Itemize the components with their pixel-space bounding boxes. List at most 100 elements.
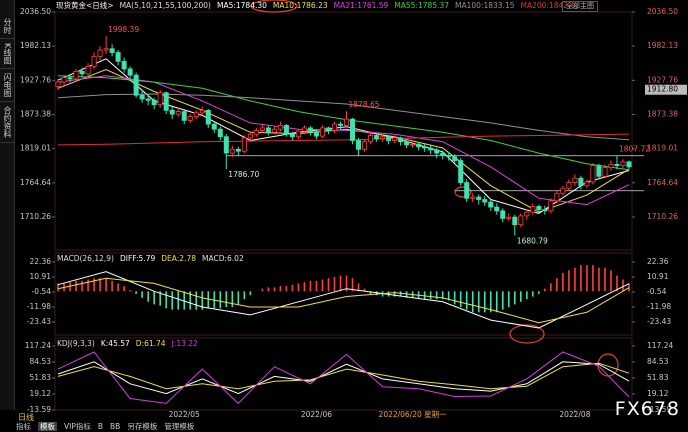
candle-body — [103, 48, 109, 51]
macd-bar — [616, 275, 618, 292]
macd-bar — [447, 291, 450, 301]
legend-item: MA1001833.15 — [455, 1, 514, 10]
candle-body — [422, 146, 428, 149]
tool-tab[interactable]: 管理模板 — [164, 422, 195, 431]
candle-body — [572, 177, 578, 183]
macd-bar — [123, 286, 125, 292]
candle-body — [380, 136, 386, 140]
candle-body — [85, 65, 91, 75]
macd-bar — [183, 291, 186, 310]
macd-bar — [129, 289, 131, 292]
candle-body — [229, 148, 235, 154]
macd-bar — [610, 270, 612, 292]
macd-bar — [231, 291, 234, 308]
candle-body — [512, 216, 518, 226]
macd-bar — [279, 286, 282, 292]
extreme-label: 1786.70 — [228, 170, 259, 179]
candle-body — [620, 161, 626, 167]
legend-name: MA200 — [520, 1, 547, 10]
legend-name: J — [171, 339, 174, 348]
macd-bar — [135, 291, 137, 294]
tool-tab[interactable]: 模板 — [38, 422, 57, 431]
y-tick-label: 1710.26 — [20, 212, 51, 221]
macd-bar — [261, 288, 264, 292]
watermark: FX678 — [614, 398, 680, 420]
candle-body — [506, 216, 512, 219]
menu[interactable]: 全部主图 — [562, 1, 598, 12]
side-tab[interactable]: 闪电图 — [0, 69, 14, 103]
candle-body — [133, 74, 139, 96]
candle-body — [337, 123, 343, 126]
legend-value: 45.57 — [106, 339, 130, 348]
macd-bar — [75, 280, 77, 292]
toolbar: 日线 指标 模板 VIP指标 B BB 另存模板 管理模板 — [0, 412, 688, 431]
macd-panel — [54, 252, 633, 336]
macd-bar — [471, 291, 474, 313]
candle-body — [524, 211, 530, 217]
macd-bar — [111, 280, 113, 292]
macd-bar — [393, 291, 396, 297]
macd-bar — [147, 291, 149, 302]
candle-body — [301, 127, 307, 132]
legend-item: DIFF5.79 — [120, 254, 155, 263]
macd-bar — [291, 284, 294, 292]
macd-bar — [285, 286, 288, 292]
candle-body — [566, 182, 572, 189]
candle-body — [109, 48, 115, 53]
y-tick-label: -11.98 — [647, 302, 671, 311]
side-tab[interactable]: 合约资料 — [0, 102, 14, 144]
tool-tab[interactable]: B — [97, 422, 104, 431]
candle-body — [530, 206, 536, 213]
macd-bar — [201, 291, 204, 310]
macd-bar — [177, 291, 180, 310]
candle-body — [235, 148, 241, 152]
line-series — [57, 58, 630, 214]
macd-bar — [315, 280, 318, 292]
period[interactable]: 日线 — [18, 413, 34, 422]
legend-item: J13.22 — [172, 339, 198, 348]
y-tick-label: 51.83 — [30, 373, 52, 382]
tool-tab[interactable]: VIP指标 — [64, 422, 91, 431]
macd-bar — [399, 291, 402, 297]
candle-body — [331, 123, 337, 131]
candle-body — [452, 156, 458, 161]
tool-tab[interactable]: 指标 — [16, 422, 31, 431]
y-tick-label: 1873.38 — [20, 109, 51, 118]
candle-body — [608, 163, 614, 168]
y-tick-label: -23.43 — [647, 317, 671, 326]
legend-name: MACD — [202, 254, 225, 263]
candle-body — [97, 49, 103, 57]
macd-bar — [207, 291, 210, 309]
candle-body — [217, 128, 223, 138]
main-panel — [54, 11, 633, 251]
extreme-label: 1878.65 — [349, 100, 380, 109]
candle-body — [205, 109, 211, 125]
line-series — [57, 93, 630, 141]
legend-value: 1833.15 — [481, 1, 515, 10]
candle-body — [356, 140, 362, 150]
macd-header: MACD(26,12,9) DIFF5.79 DEA2.78 MACD6.02 — [57, 254, 250, 264]
candle-body — [614, 163, 620, 167]
y-tick-label: 1819.01 — [20, 144, 51, 153]
cursor-date: 2022/06/20 星期一 — [379, 410, 448, 419]
side-tab[interactable]: 分时 — [0, 14, 14, 39]
legend-item: MA51784.30 — [217, 1, 267, 10]
candle-body — [548, 200, 554, 212]
line-series — [57, 271, 630, 329]
candle-body — [590, 165, 596, 183]
macd-bar — [171, 291, 174, 310]
macd-bar — [580, 265, 582, 292]
tool-tab[interactable]: 另存模板 — [127, 422, 158, 431]
candle-body — [482, 199, 488, 203]
legend-name: MA10 — [272, 1, 295, 10]
candle-body — [127, 68, 133, 76]
y-tick-label: 19.12 — [30, 389, 52, 398]
side-tab[interactable]: K线图 — [0, 39, 14, 70]
legend-value: 5.79 — [136, 254, 155, 263]
y-tick-label: 1927.76 — [20, 75, 51, 84]
highlight-circle — [454, 186, 472, 198]
macd-bar — [435, 291, 438, 300]
tool-tab[interactable]: BB — [110, 422, 121, 431]
line-series — [57, 351, 630, 405]
